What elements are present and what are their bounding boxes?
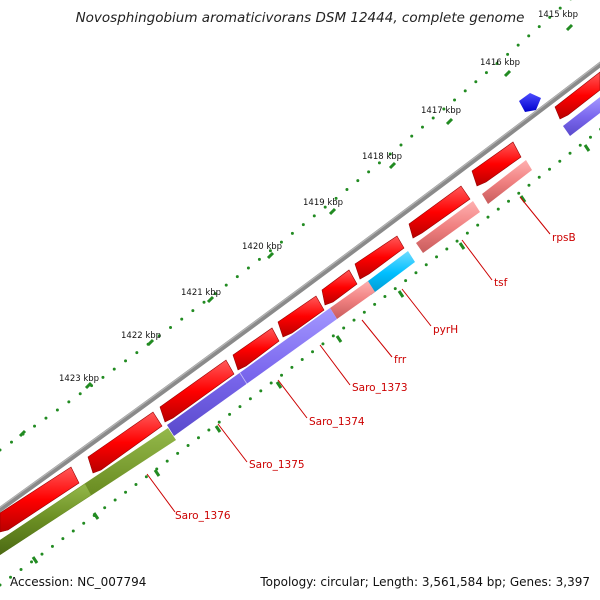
gene-label-saro-1374[interactable]: Saro_1374 — [309, 416, 365, 428]
scale-label-1420: 1420 kbp — [242, 242, 282, 252]
scale-label-1419: 1419 kbp — [303, 198, 343, 208]
scale-dots — [0, 0, 572, 452]
cds-arrow[interactable] — [554, 71, 600, 120]
backbone-line — [0, 61, 600, 513]
scale-label-1422: 1422 kbp — [121, 331, 161, 341]
cds-arrow[interactable] — [471, 141, 522, 187]
cds-arrow[interactable] — [277, 295, 325, 338]
gene-label-pyrH[interactable]: pyrH — [433, 324, 458, 336]
feature-bar-pink-rpsB[interactable] — [482, 160, 532, 204]
feature-bar-cyan-pyrH[interactable] — [364, 251, 415, 295]
inner-dots — [0, 127, 600, 587]
cds-arrows — [0, 71, 600, 533]
feature-bar-pink-tsf[interactable] — [416, 201, 480, 253]
cds-arrow[interactable] — [87, 411, 163, 474]
gene-label-saro-1375[interactable]: Saro_1375 — [249, 459, 305, 471]
gene-label-saro-1376[interactable]: Saro_1376 — [175, 510, 231, 522]
gene-label-tsf[interactable]: tsf — [494, 277, 508, 289]
rna-feature-arrow[interactable] — [519, 93, 541, 112]
feature-bar-purple-saro1373-1375[interactable] — [167, 308, 337, 436]
cds-arrow[interactable] — [408, 185, 471, 239]
cds-arrow[interactable] — [321, 269, 358, 306]
cds-arrow[interactable] — [232, 327, 280, 371]
feature-bar-green-left[interactable] — [0, 484, 91, 555]
label-leaders — [146, 196, 551, 513]
map-title: Novosphingobium aromaticivorans DSM 1244… — [75, 10, 525, 26]
feature-bar-purple-top[interactable] — [563, 97, 600, 136]
scale-label-1416: 1416 kbp — [480, 58, 520, 68]
scale-label-1415: 1415 kbp — [538, 10, 578, 20]
gene-label-saro-1373[interactable]: Saro_1373 — [352, 382, 408, 394]
scale-label-1421: 1421 kbp — [181, 288, 221, 298]
gene-label-frr[interactable]: frr — [394, 354, 407, 366]
scale-label-1418: 1418 kbp — [362, 152, 402, 162]
cds-arrow[interactable] — [354, 235, 405, 280]
gene-label-rpsB[interactable]: rpsB — [552, 232, 576, 244]
scale-label-1423: 1423 kbp — [59, 374, 99, 384]
inner-ticks — [31, 144, 591, 564]
feature-bar-pink-frr[interactable] — [330, 281, 375, 319]
accession-text: Accession: NC_007794 — [10, 575, 147, 589]
genome-stats-text: Topology: circular; Length: 3,561,584 bp… — [260, 575, 590, 589]
cds-arrow[interactable] — [159, 359, 235, 423]
scale-label-1417: 1417 kbp — [421, 106, 461, 116]
cds-arrow[interactable] — [0, 466, 80, 533]
scale-ticks — [18, 23, 574, 438]
